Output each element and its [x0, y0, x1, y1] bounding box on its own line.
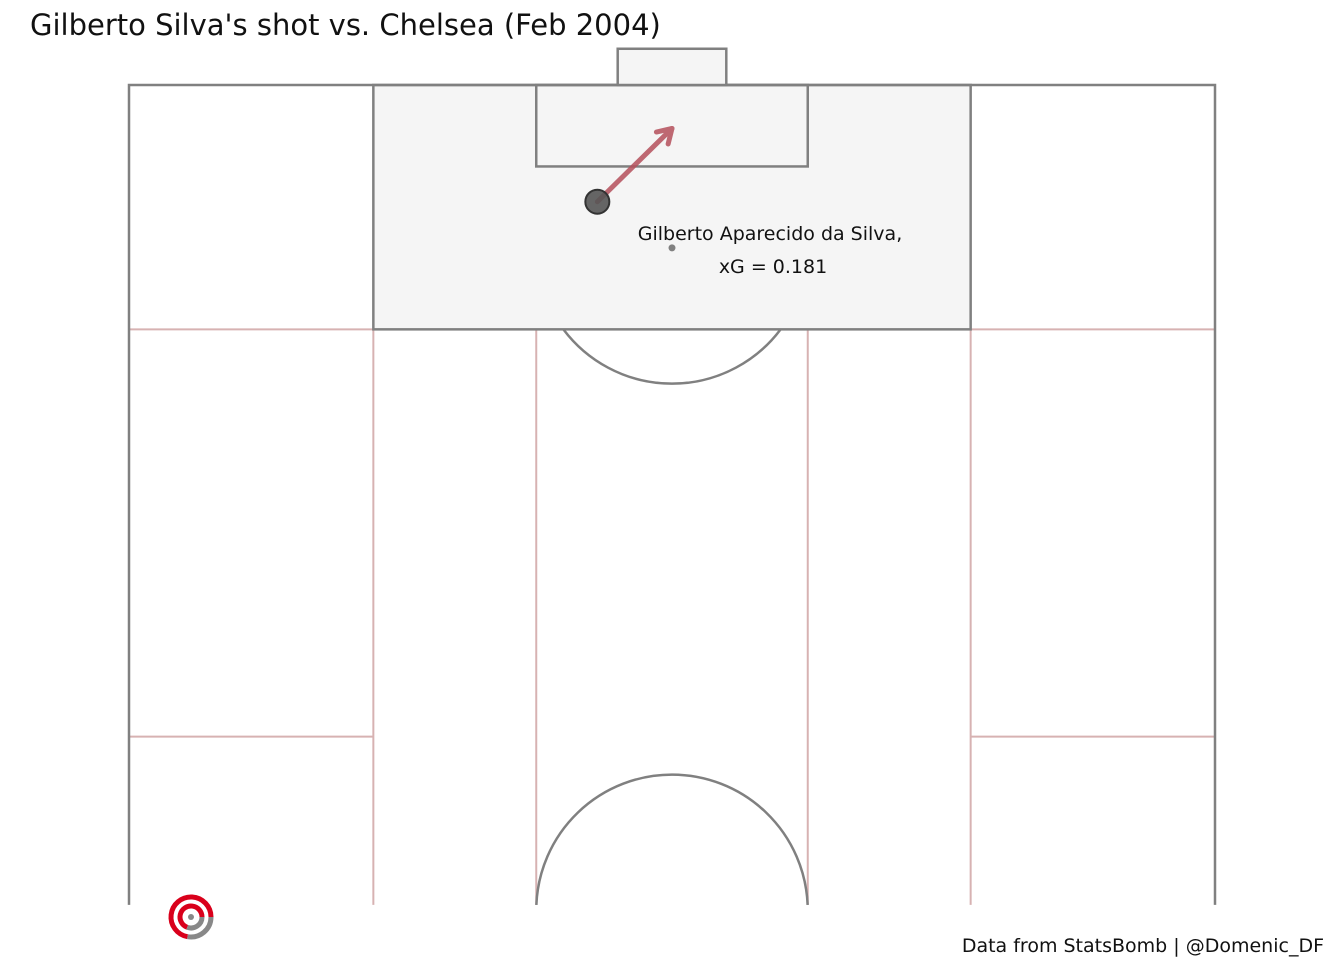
logo-center-dot — [188, 914, 194, 920]
pitch-grid — [129, 328, 1215, 905]
penalty-area-fill — [373, 85, 971, 330]
shot-arrow-shaft — [594, 125, 675, 205]
logo-arc-red-outer — [168, 894, 214, 940]
logo-arc-grey-outer — [187, 916, 214, 940]
chart-title: Gilberto Silva's shot vs. Chelsea (Feb 2… — [30, 8, 661, 42]
penalty-spot — [668, 244, 676, 252]
statsbomb-logo — [168, 894, 214, 940]
credits-line: Data from StatsBomb | @Domenic_DF — [962, 935, 1324, 957]
shot-arrow-head — [653, 125, 675, 147]
logo-arc-grey-inner — [186, 916, 205, 931]
goal — [616, 47, 728, 87]
author-credit: @Domenic_DF — [1185, 935, 1324, 957]
centre-circle-arc — [535, 773, 809, 905]
shot-arrow — [594, 125, 675, 205]
source-credit: Data from StatsBomb | — [961, 935, 1180, 957]
pitch-lines — [127, 47, 1217, 905]
penalty-arc — [562, 328, 782, 385]
logo-arc-red-inner — [177, 903, 205, 930]
shots-layer: Gilberto Aparecido da Silva, xG = 0.181 — [584, 125, 902, 278]
shot-label-xg: xG = 0.181 — [719, 256, 827, 278]
shot-marker — [584, 188, 611, 215]
shot-label-player: Gilberto Aparecido da Silva, — [638, 223, 902, 245]
